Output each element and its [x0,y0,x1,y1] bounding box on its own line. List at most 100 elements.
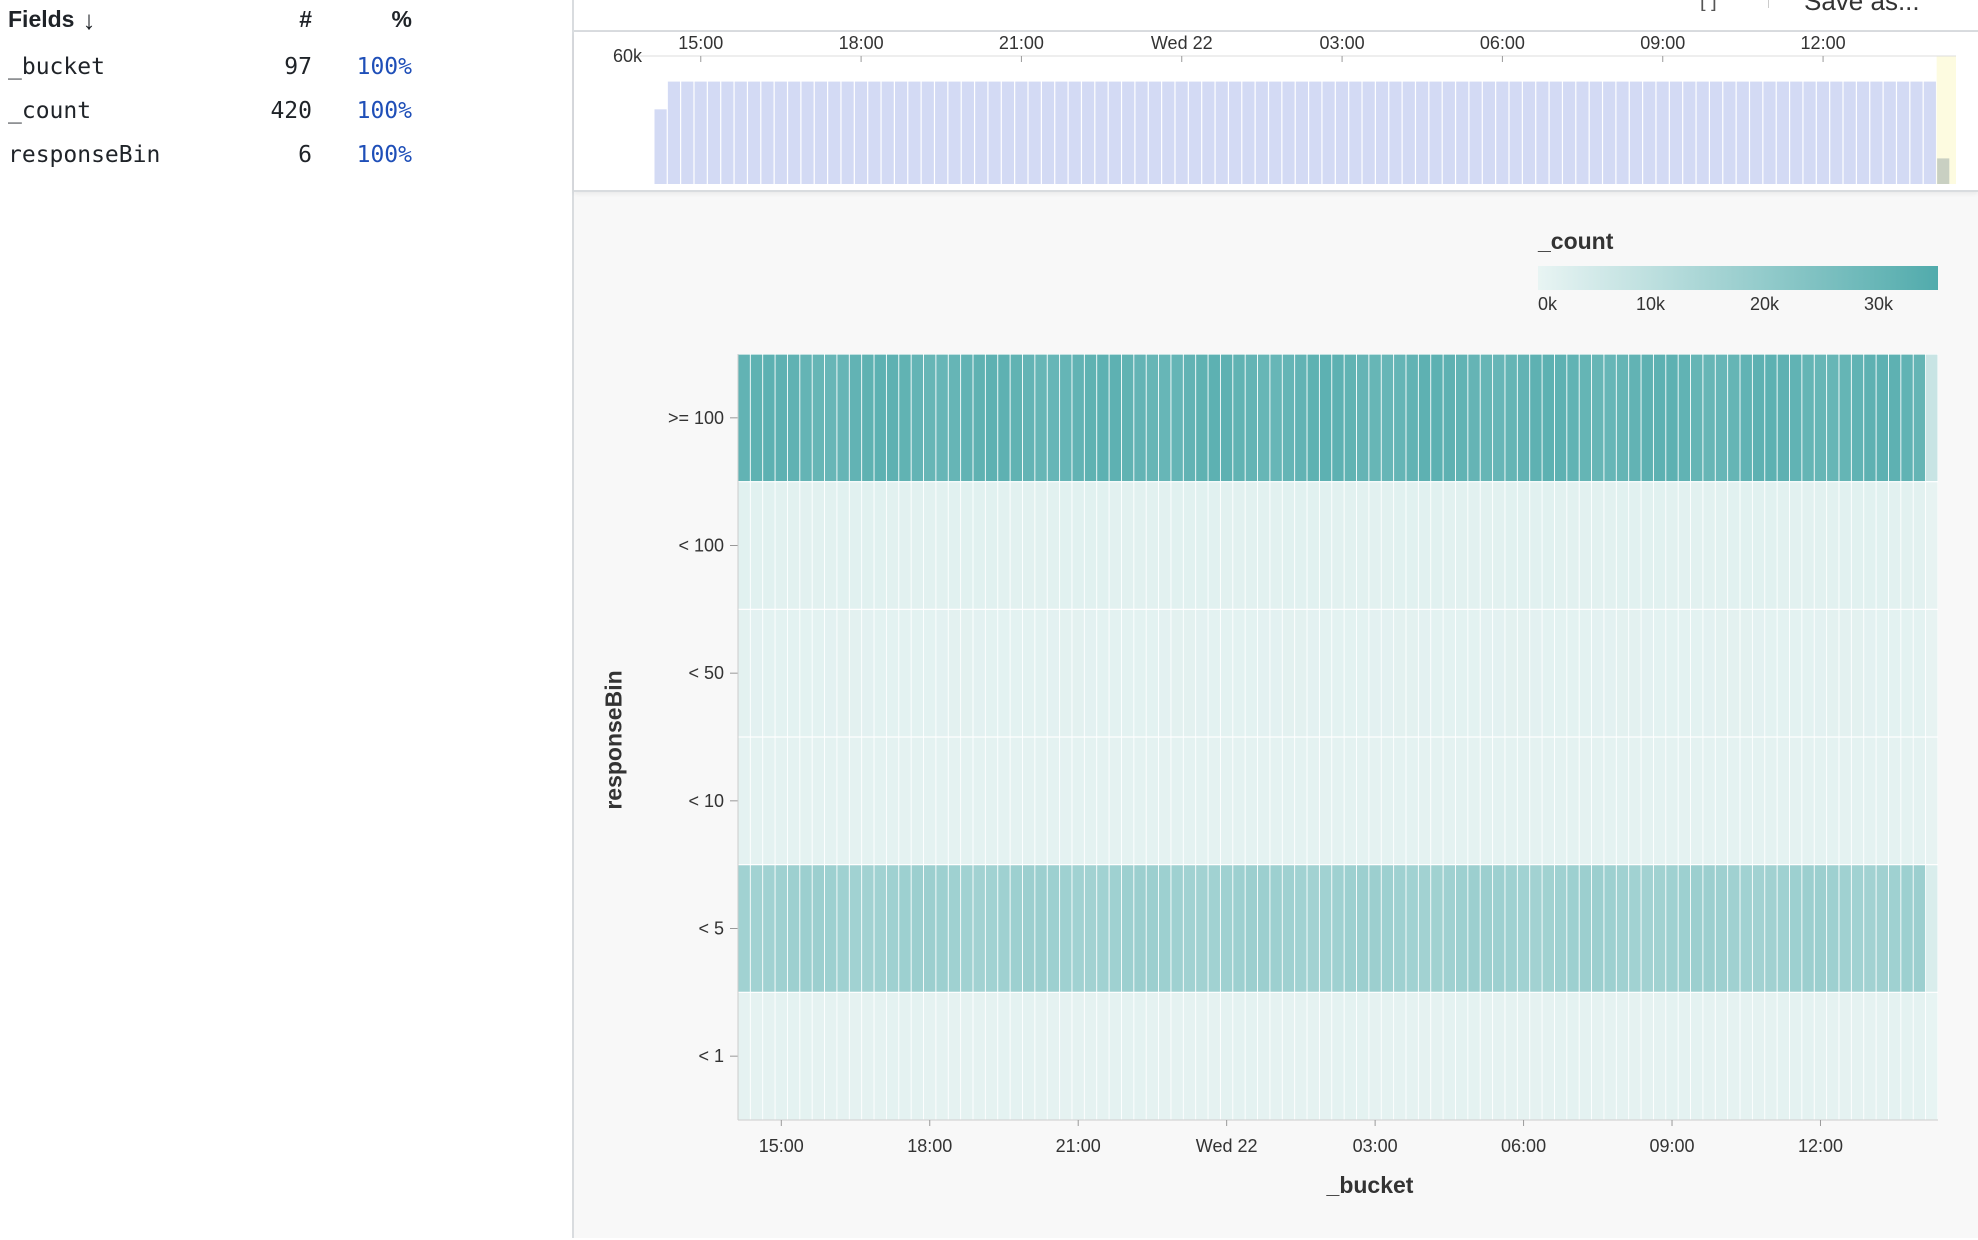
heatmap-cell[interactable] [1257,482,1270,609]
heatmap-cell[interactable] [1146,609,1159,737]
heatmap-cell[interactable] [1604,609,1616,737]
heatmap-cell[interactable] [1517,354,1530,482]
heatmap-cell[interactable] [1257,865,1270,992]
heatmap-cell[interactable] [1196,354,1208,482]
heatmap-cell[interactable] [1579,865,1592,992]
timeline-bar[interactable] [1322,81,1335,184]
heatmap-cell[interactable] [1629,609,1641,737]
heatmap-cell[interactable] [849,737,862,865]
timeline-bar[interactable] [1816,81,1830,184]
heatmap-cell[interactable] [1616,865,1629,992]
heatmap-cell[interactable] [1517,609,1530,737]
heatmap-cell[interactable] [1084,992,1097,1120]
heatmap-cell[interactable] [1010,354,1023,482]
heatmap-cell[interactable] [886,482,899,609]
timeline-bar[interactable] [1309,81,1322,184]
heatmap-cell[interactable] [985,354,998,482]
heatmap-cell[interactable] [1926,992,1938,1120]
heatmap-cell[interactable] [923,609,936,737]
heatmap-cell[interactable] [1901,865,1913,992]
heatmap-cell[interactable] [1864,609,1876,737]
heatmap-cell[interactable] [1715,482,1728,609]
heatmap-cell[interactable] [787,737,800,865]
timeline-bar[interactable] [1416,81,1429,184]
heatmap-cell[interactable] [837,737,849,865]
heatmap-cell[interactable] [1332,609,1344,737]
heatmap-cell[interactable] [1913,609,1926,737]
heatmap-cell[interactable] [862,737,874,865]
heatmap-cell[interactable] [1307,609,1319,737]
heatmap-cell[interactable] [1641,737,1653,865]
heatmap-cell[interactable] [1146,482,1159,609]
timeline-bar[interactable] [1603,81,1616,184]
heatmap-cell[interactable] [1913,737,1926,865]
timeline-bar[interactable] [1362,81,1375,184]
heatmap-cell[interactable] [1604,482,1616,609]
timeline-bar[interactable] [1923,81,1936,184]
heatmap-cell[interactable] [1022,354,1035,482]
timeline-bar[interactable] [681,81,694,184]
heatmap-cell[interactable] [800,737,812,865]
heatmap-cell[interactable] [1678,482,1691,609]
heatmap-cell[interactable] [1381,992,1394,1120]
heatmap-cell[interactable] [1814,482,1827,609]
heatmap-cell[interactable] [1134,609,1146,737]
heatmap-cell[interactable] [886,354,899,482]
timeline-bar[interactable] [1041,81,1055,184]
heatmap-cell[interactable] [763,609,775,737]
heatmap-cell[interactable] [1270,354,1282,482]
heatmap-cell[interactable] [961,737,973,865]
heatmap-cell[interactable] [1592,992,1604,1120]
heatmap-cell[interactable] [1542,865,1554,992]
heatmap-cell[interactable] [998,865,1010,992]
heatmap-cell[interactable] [1035,737,1047,865]
heatmap-cell[interactable] [837,865,849,992]
heatmap-cell[interactable] [1901,354,1913,482]
timeline-histogram[interactable]: 60k 15:00 18:00 21:00 Wed 22 03:00 06:00 09:00 1… [574,32,1978,192]
heatmap-cell[interactable] [1418,865,1431,992]
heatmap-cell[interactable] [775,992,787,1120]
heatmap-cell[interactable] [911,609,924,737]
heatmap-cell[interactable] [824,354,837,482]
heatmap-cell[interactable] [1097,992,1109,1120]
heatmap-cell[interactable] [874,482,886,609]
heatmap-cell[interactable] [1542,354,1554,482]
heatmap-cell[interactable] [1703,865,1715,992]
heatmap-cell[interactable] [849,865,862,992]
heatmap-cell[interactable] [1097,609,1109,737]
heatmap-cell[interactable] [738,992,750,1120]
timeline-bar[interactable] [1750,81,1763,184]
heatmap-cell[interactable] [1554,992,1567,1120]
timeline-bar[interactable] [1269,81,1282,184]
heatmap-cell[interactable] [812,865,825,992]
heatmap-cell[interactable] [899,865,911,992]
heatmap-cell[interactable] [1839,354,1851,482]
timeline-bar[interactable] [1656,81,1669,184]
save-as-button[interactable]: Save as... [1804,0,1920,16]
heatmap-cell[interactable] [1295,992,1307,1120]
heatmap-cell[interactable] [1196,737,1208,865]
heatmap-cell[interactable] [1344,992,1357,1120]
heatmap-cell[interactable] [961,482,973,609]
heatmap-cell[interactable] [1060,992,1072,1120]
heatmap-cell[interactable] [1777,354,1790,482]
heatmap-cell[interactable] [998,992,1010,1120]
heatmap-cell[interactable] [1740,482,1752,609]
timeline-bar[interactable] [667,81,681,184]
heatmap-cell[interactable] [886,737,899,865]
timeline-chart[interactable]: 60k 15:00 18:00 21:00 Wed 22 03:00 06:00 09:00 1… [574,32,1978,190]
heatmap-cell[interactable] [1740,354,1752,482]
heatmap-cell[interactable] [1827,737,1839,865]
heatmap-cell[interactable] [1394,737,1406,865]
heatmap-cell[interactable] [1851,737,1864,865]
heatmap-cell[interactable] [1839,865,1851,992]
percent-column-header[interactable]: % [391,6,412,32]
heatmap-cell[interactable] [1703,609,1715,737]
heatmap-cell[interactable] [1690,865,1703,992]
heatmap-cell[interactable] [1332,482,1344,609]
heatmap-cell[interactable] [775,865,787,992]
heatmap-cell[interactable] [948,992,961,1120]
heatmap-cell[interactable] [1888,482,1901,609]
heatmap-cell[interactable] [775,354,787,482]
heatmap-cell[interactable] [1047,737,1060,865]
